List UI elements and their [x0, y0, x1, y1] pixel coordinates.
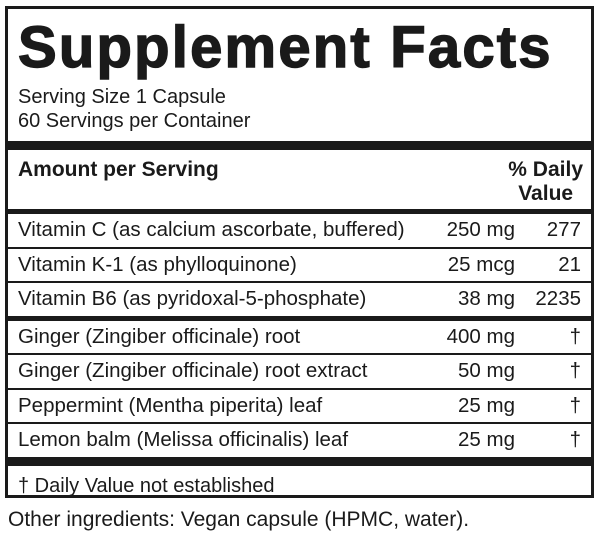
- row-divider: [8, 422, 591, 424]
- header-divider: [8, 209, 591, 214]
- table-row: Peppermint (Mentha piperita) leaf 25 mg …: [18, 390, 581, 423]
- daily-value-header-line2: Value: [518, 182, 574, 205]
- ingredient-daily-value: 21: [558, 252, 581, 276]
- row-divider: [8, 353, 591, 355]
- table-row: Vitamin C (as calcium ascorbate, buffere…: [18, 214, 581, 247]
- row-divider: [8, 281, 591, 283]
- daily-value-header: % Daily Value: [508, 158, 583, 209]
- ingredient-amount: 25 mcg: [447, 252, 515, 276]
- ingredient-name: Ginger (Zingiber officinale) root extrac…: [18, 359, 368, 383]
- thick-divider: [8, 141, 591, 150]
- ingredient-name: Vitamin C (as calcium ascorbate, buffere…: [18, 218, 405, 242]
- ingredient-name: Ginger (Zingiber officinale) root: [18, 324, 301, 348]
- table-row: Ginger (Zingiber officinale) root 400 mg…: [18, 321, 581, 354]
- ingredient-name: Vitamin K-1 (as phylloquinone): [18, 252, 297, 276]
- ingredient-name: Lemon balm (Melissa officinalis) leaf: [18, 428, 349, 452]
- row-divider: [8, 246, 591, 249]
- row-divider: [8, 387, 591, 390]
- ingredient-daily-value: 277: [546, 218, 581, 242]
- ingredient-name: Peppermint (Mentha piperita) leaf: [18, 393, 323, 417]
- amount-per-serving-header: Amount per Serving: [18, 158, 219, 181]
- servings-per-container: 60 Servings per Container: [18, 110, 251, 132]
- ingredient-amount: 38 mg: [458, 287, 515, 311]
- ingredient-amount: 25 mg: [458, 393, 515, 417]
- daily-value-header-line1: % Daily: [508, 158, 583, 181]
- ingredient-amount: 250 mg: [446, 218, 515, 242]
- table-row: Vitamin B6 (as pyridoxal-5-phosphate) 38…: [18, 283, 581, 316]
- supplement-facts-panel: Supplement Facts Serving Size 1 Capsule …: [5, 6, 594, 498]
- table-row: Ginger (Zingiber officinale) root extrac…: [18, 355, 581, 388]
- serving-size: Serving Size 1 Capsule: [18, 86, 226, 108]
- ingredient-daily-value: 2235: [535, 287, 581, 311]
- table-header: Amount per Serving % Daily Value: [18, 150, 583, 209]
- ingredient-amount: 50 mg: [458, 359, 515, 383]
- ingredient-daily-value: †: [569, 428, 581, 452]
- table-row: Vitamin K-1 (as phylloquinone) 25 mcg 21: [18, 249, 581, 282]
- bottom-thick-divider: [8, 456, 591, 466]
- ingredient-daily-value: †: [569, 324, 581, 348]
- table-row: Lemon balm (Melissa officinalis) leaf 25…: [18, 424, 581, 457]
- other-ingredients: Other ingredients: Vegan capsule (HPMC, …: [8, 508, 470, 531]
- ingredient-amount: 25 mg: [458, 428, 515, 452]
- ingredient-daily-value: †: [569, 393, 581, 417]
- ingredient-daily-value: †: [569, 359, 581, 383]
- section-divider: [8, 315, 591, 321]
- ingredient-name: Vitamin B6 (as pyridoxal-5-phosphate): [18, 287, 367, 311]
- daily-value-footnote: † Daily Value not established: [18, 474, 275, 497]
- ingredient-amount: 400 mg: [446, 324, 515, 348]
- panel-title: Supplement Facts: [17, 14, 553, 80]
